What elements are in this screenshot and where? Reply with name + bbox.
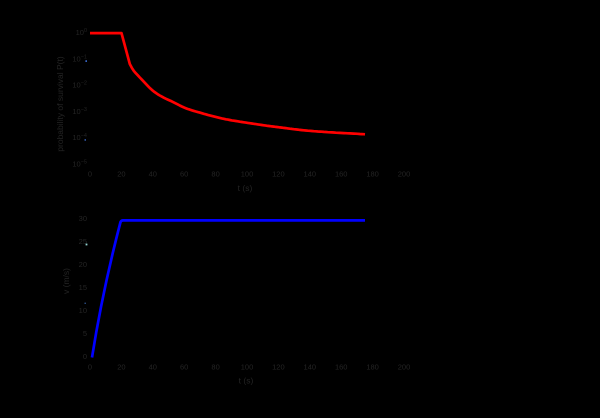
svg-text:5: 5 <box>83 329 87 338</box>
svg-text:40: 40 <box>149 362 157 371</box>
svg-text:40: 40 <box>149 169 157 178</box>
svg-text:120: 120 <box>272 362 285 371</box>
svg-text:t (s): t (s) <box>238 183 253 193</box>
svg-text:20: 20 <box>79 260 87 269</box>
svg-text:160: 160 <box>335 169 348 178</box>
svg-text:10−2: 10−2 <box>72 81 87 90</box>
svg-text:30: 30 <box>79 214 87 223</box>
svg-text:10−4: 10−4 <box>72 133 87 142</box>
svg-text:15: 15 <box>79 283 87 292</box>
svg-text:180: 180 <box>366 362 379 371</box>
svg-text:25: 25 <box>79 237 87 246</box>
svg-text:v (m/s): v (m/s) <box>61 268 71 294</box>
svg-text:100: 100 <box>241 362 254 371</box>
svg-text:200: 200 <box>398 169 411 178</box>
svg-text:160: 160 <box>335 362 348 371</box>
svg-text:180: 180 <box>366 169 379 178</box>
svg-text:100: 100 <box>241 169 254 178</box>
svg-text:80: 80 <box>211 362 219 371</box>
svg-text:80: 80 <box>211 169 219 178</box>
svg-text:10: 10 <box>79 306 87 315</box>
svg-text:0: 0 <box>88 169 92 178</box>
svg-text:200: 200 <box>398 362 411 371</box>
svg-text:140: 140 <box>304 362 317 371</box>
svg-text:60: 60 <box>180 169 188 178</box>
svg-text:140: 140 <box>304 169 317 178</box>
svg-text:10−3: 10−3 <box>72 107 87 116</box>
svg-text:20: 20 <box>117 362 125 371</box>
svg-text:60: 60 <box>180 362 188 371</box>
svg-text:10−5: 10−5 <box>72 160 87 169</box>
svg-text:probability of survival P(t): probability of survival P(t) <box>55 56 65 152</box>
svg-text:t (s): t (s) <box>239 376 254 386</box>
svg-text:0: 0 <box>88 362 92 371</box>
svg-text:100: 100 <box>76 28 87 37</box>
svg-text:20: 20 <box>117 169 125 178</box>
svg-text:0: 0 <box>83 352 87 361</box>
svg-text:120: 120 <box>272 169 285 178</box>
svg-text:10−1: 10−1 <box>72 54 87 63</box>
